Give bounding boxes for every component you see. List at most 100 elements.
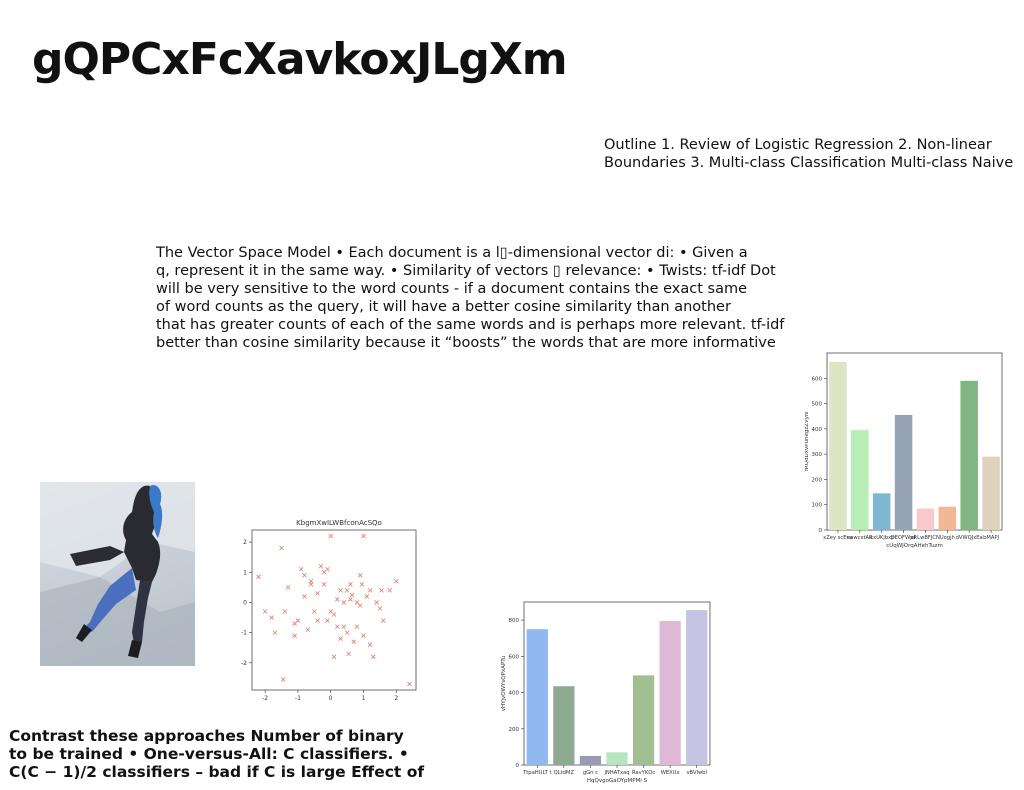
slide-title: gQPCxFcXavkoxJLgXm (32, 34, 568, 85)
x-tick-label: DEOFWpF (891, 535, 917, 541)
point-stroke (374, 600, 379, 605)
x-tick-label: 0 (329, 695, 333, 700)
point-stroke (292, 621, 297, 626)
bar (960, 380, 978, 530)
point-stroke (367, 588, 373, 593)
point-stroke (269, 615, 274, 620)
point-stroke (349, 592, 355, 598)
point-stroke (371, 654, 376, 660)
point-stroke (357, 603, 363, 608)
point-stroke (279, 545, 284, 551)
point-stroke (302, 573, 307, 578)
scatter-point (292, 621, 297, 626)
x-tick-label: bMAPJ (983, 535, 999, 541)
scatter-point (377, 606, 383, 611)
bar (526, 629, 548, 765)
point-stroke (334, 597, 340, 602)
point-stroke (338, 588, 343, 593)
scatter-point (318, 563, 324, 569)
point-stroke (280, 677, 286, 682)
point-stroke (344, 630, 350, 635)
scatter-point (285, 585, 291, 590)
bar (872, 493, 891, 530)
point-stroke (364, 594, 370, 599)
x-tick-label: 2 (394, 695, 398, 700)
y-tick-label: -2 (241, 660, 247, 667)
point-stroke (407, 681, 412, 687)
scatter-point (315, 618, 320, 623)
scatter-point (325, 618, 330, 623)
scatter-chart-svg: KbgmXwILWBfconAcSQo -2 -1 0 1 2 -2 -1 0 1 2 (241, 519, 417, 702)
figure-photo (40, 482, 195, 666)
contrast-text: Contrast these approaches Number of bina… (9, 727, 424, 781)
y-tick-label: 200 (812, 477, 823, 483)
scatter-point (371, 654, 376, 660)
x-tick-label: -2 (262, 695, 268, 700)
bar (632, 675, 655, 765)
point-stroke (321, 582, 327, 587)
scatter-point (348, 582, 353, 587)
scatter-point (338, 588, 343, 593)
scatter-point (351, 639, 356, 644)
scatter-point (354, 624, 360, 629)
x-axis-label: HqQvgoGaOYpMPMi S (587, 778, 648, 784)
plot-frame (523, 601, 711, 766)
point-stroke (285, 585, 291, 590)
point-stroke (387, 588, 393, 593)
scatter-point (394, 579, 399, 584)
point-stroke (361, 533, 366, 539)
x-tick-label: xZey scEva (823, 535, 853, 541)
y-tick-label: -1 (241, 630, 247, 637)
scatter-point (364, 594, 370, 599)
vsm-line: The Vector Space Model • Each document i… (156, 245, 748, 261)
x-tick-label: Uogjh (940, 535, 955, 541)
point-stroke (361, 633, 366, 638)
scatter-point (407, 681, 412, 687)
scatter-point (321, 582, 327, 587)
point-stroke (359, 582, 365, 587)
point-stroke (331, 612, 337, 617)
point-stroke (394, 579, 399, 584)
bar (606, 752, 628, 765)
x-tick-label: 1 (362, 695, 366, 700)
scatter-point (341, 600, 347, 605)
scatter-point (331, 612, 337, 617)
vsm-line: better than cosine similarity because it… (156, 335, 776, 351)
bar (686, 610, 708, 765)
y-tick-label: 0 (819, 528, 823, 534)
x-tick-label: nawcxtAR (847, 535, 873, 541)
point-stroke (341, 600, 347, 605)
scatter-point (305, 627, 311, 632)
x-tick-label: dVWQJxEa (956, 535, 983, 541)
scatter-point (341, 624, 347, 629)
scatter-point (349, 592, 355, 598)
point-stroke (305, 627, 311, 632)
photo-illustration (40, 482, 195, 666)
contrast-line: to be trained • One-versus-All: C classi… (9, 745, 409, 763)
bar (916, 508, 935, 530)
point-stroke (302, 594, 307, 599)
y-tick-label: 800 (509, 618, 520, 624)
point-stroke (262, 609, 268, 614)
x-tick-label: jNHATxaq (603, 770, 629, 776)
scatter-point (367, 642, 373, 647)
y-tick-label: 0 (243, 599, 247, 606)
point-stroke (380, 618, 386, 623)
scatter-point (387, 588, 393, 593)
scatter-point (338, 636, 343, 641)
x-tick-label: vBVlwbl (686, 770, 706, 776)
x-tick-label: RavYKQc (632, 770, 655, 776)
bar (553, 686, 575, 765)
point-stroke (338, 636, 343, 641)
scatter-point (325, 566, 330, 572)
point-stroke (367, 642, 373, 647)
point-stroke (341, 624, 347, 629)
scatter-point (344, 630, 350, 635)
point-stroke (312, 609, 317, 614)
bar (894, 414, 913, 530)
point-stroke (377, 606, 383, 611)
y-tick-label: 300 (812, 452, 823, 458)
bar (829, 361, 847, 530)
point-stroke (256, 574, 261, 580)
bar (659, 621, 681, 765)
